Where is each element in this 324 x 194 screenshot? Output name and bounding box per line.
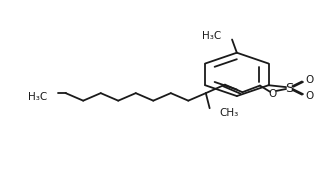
Text: O: O: [305, 75, 313, 85]
Text: O: O: [305, 91, 313, 101]
Text: H₃C: H₃C: [202, 31, 221, 41]
Text: CH₃: CH₃: [220, 108, 239, 118]
Text: O: O: [269, 89, 277, 99]
Text: S: S: [285, 81, 294, 94]
Text: H₃C: H₃C: [28, 93, 47, 102]
